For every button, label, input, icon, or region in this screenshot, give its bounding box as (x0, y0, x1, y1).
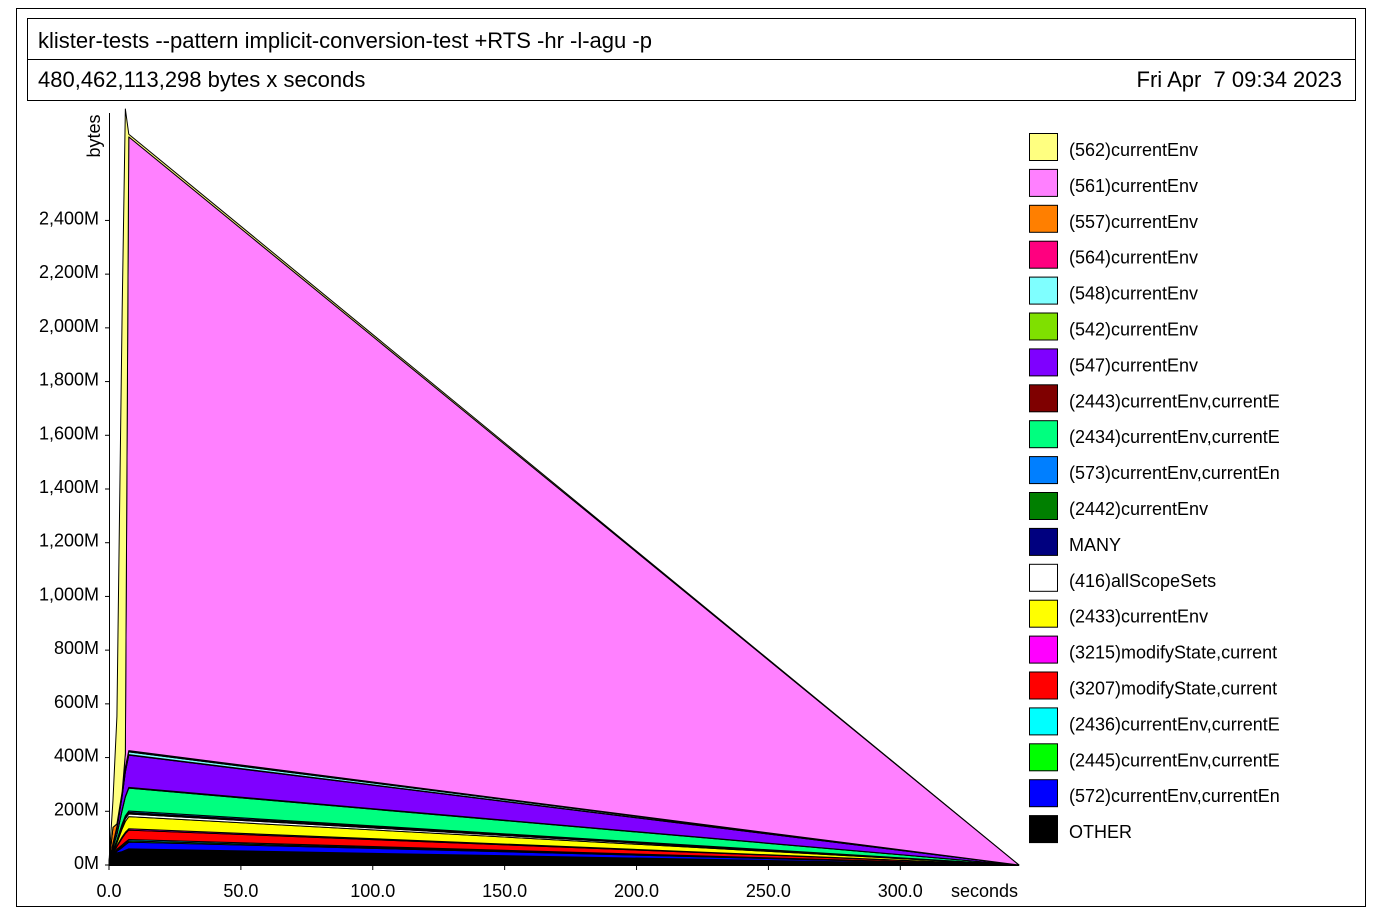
total-bytes-seconds: 480,462,113,298 bytes x seconds (38, 67, 365, 92)
legend-label: (2445)currentEnv,currentE (1069, 750, 1280, 770)
legend-label: (3215)modifyState,current (1069, 643, 1277, 663)
legend-label: (2436)currentEnv,currentE (1069, 714, 1280, 734)
x-tick-label: 150.0 (482, 881, 527, 901)
legend-label: (2433)currentEnv (1069, 607, 1208, 627)
legend-swatch (1029, 527, 1058, 556)
y-tick-label: 1,200M (39, 531, 99, 551)
legend-label: (547)currentEnv (1069, 355, 1198, 375)
y-tick-label: 1,000M (39, 584, 99, 604)
y-axis-label: bytes (84, 114, 104, 157)
legend-label: (573)currentEnv,currentEn (1069, 463, 1280, 483)
legend-label: (2443)currentEnv,currentE (1069, 391, 1280, 411)
legend-label: (561)currentEnv (1069, 176, 1198, 196)
legend-label: (557)currentEnv (1069, 212, 1198, 232)
y-tick-label: 1,800M (39, 370, 99, 390)
y-tick-label: 2,000M (39, 316, 99, 336)
legend-swatch (1029, 348, 1058, 377)
legend-swatch (1029, 133, 1058, 161)
legend-swatch (1029, 815, 1058, 844)
x-tick-label: 100.0 (350, 881, 395, 901)
legend-label: MANY (1069, 535, 1121, 555)
legend-label: (2442)currentEnv (1069, 499, 1208, 519)
run-date: Fri Apr 7 09:34 2023 (1137, 67, 1342, 92)
legend-swatch (1029, 635, 1058, 664)
legend-swatch (1029, 492, 1058, 520)
legend-swatch (1029, 204, 1058, 233)
legend-label: (564)currentEnv (1069, 248, 1198, 268)
legend-swatch (1029, 168, 1058, 197)
legend-label: (572)currentEnv,currentEn (1069, 786, 1280, 806)
y-tick-label: 2,200M (39, 262, 99, 282)
legend-swatch (1029, 563, 1058, 592)
legend-swatch (1029, 312, 1058, 341)
subtitle-box (27, 59, 1356, 101)
y-ticks: 0M 200M 400M 600M 800M 1,000M 1,200M 1,400M 1,60… (39, 208, 109, 873)
y-tick-label: 200M (54, 799, 99, 819)
legend-swatch (1029, 779, 1058, 808)
y-tick-label: 400M (54, 746, 99, 766)
legend-swatch (1029, 384, 1058, 413)
y-tick-label: 0M (74, 853, 99, 873)
legend-label: (416)allScopeSets (1069, 571, 1216, 591)
x-tick-label: 300.0 (878, 881, 923, 901)
legend-label: (542)currentEnv (1069, 320, 1198, 340)
legend-label: (2434)currentEnv,currentE (1069, 427, 1280, 447)
chart-title: klister-tests --pattern implicit-convers… (38, 28, 652, 53)
legend-swatch (1029, 240, 1058, 269)
legend-swatch (1029, 707, 1058, 736)
legend-label: OTHER (1069, 822, 1132, 842)
legend-swatch (1029, 599, 1058, 628)
x-tick-label: 0.0 (96, 881, 121, 901)
y-tick-label: 2,400M (39, 208, 99, 228)
x-tick-label: 50.0 (223, 881, 258, 901)
y-tick-label: 600M (54, 692, 99, 712)
legend-label: (3207)modifyState,current (1069, 679, 1277, 699)
y-tick-label: 1,400M (39, 477, 99, 497)
legend: (562)currentEnv (561)currentEnv (557)curre… (1029, 133, 1280, 844)
x-ticks: 0.0 50.0 100.0 150.0 200.0 250.0 300.0 (96, 865, 923, 901)
legend-label: (548)currentEnv (1069, 284, 1198, 304)
legend-swatch (1029, 456, 1058, 485)
legend-swatch (1029, 420, 1058, 449)
legend-swatch (1029, 276, 1058, 305)
x-axis-label: seconds (951, 881, 1018, 901)
x-tick-label: 200.0 (614, 881, 659, 901)
axes (109, 113, 1019, 866)
x-tick-label: 250.0 (746, 881, 791, 901)
legend-label: (562)currentEnv (1069, 140, 1198, 160)
y-tick-label: 800M (54, 638, 99, 658)
legend-swatch (1029, 671, 1058, 700)
y-tick-label: 1,600M (39, 423, 99, 443)
legend-swatch (1029, 743, 1058, 772)
